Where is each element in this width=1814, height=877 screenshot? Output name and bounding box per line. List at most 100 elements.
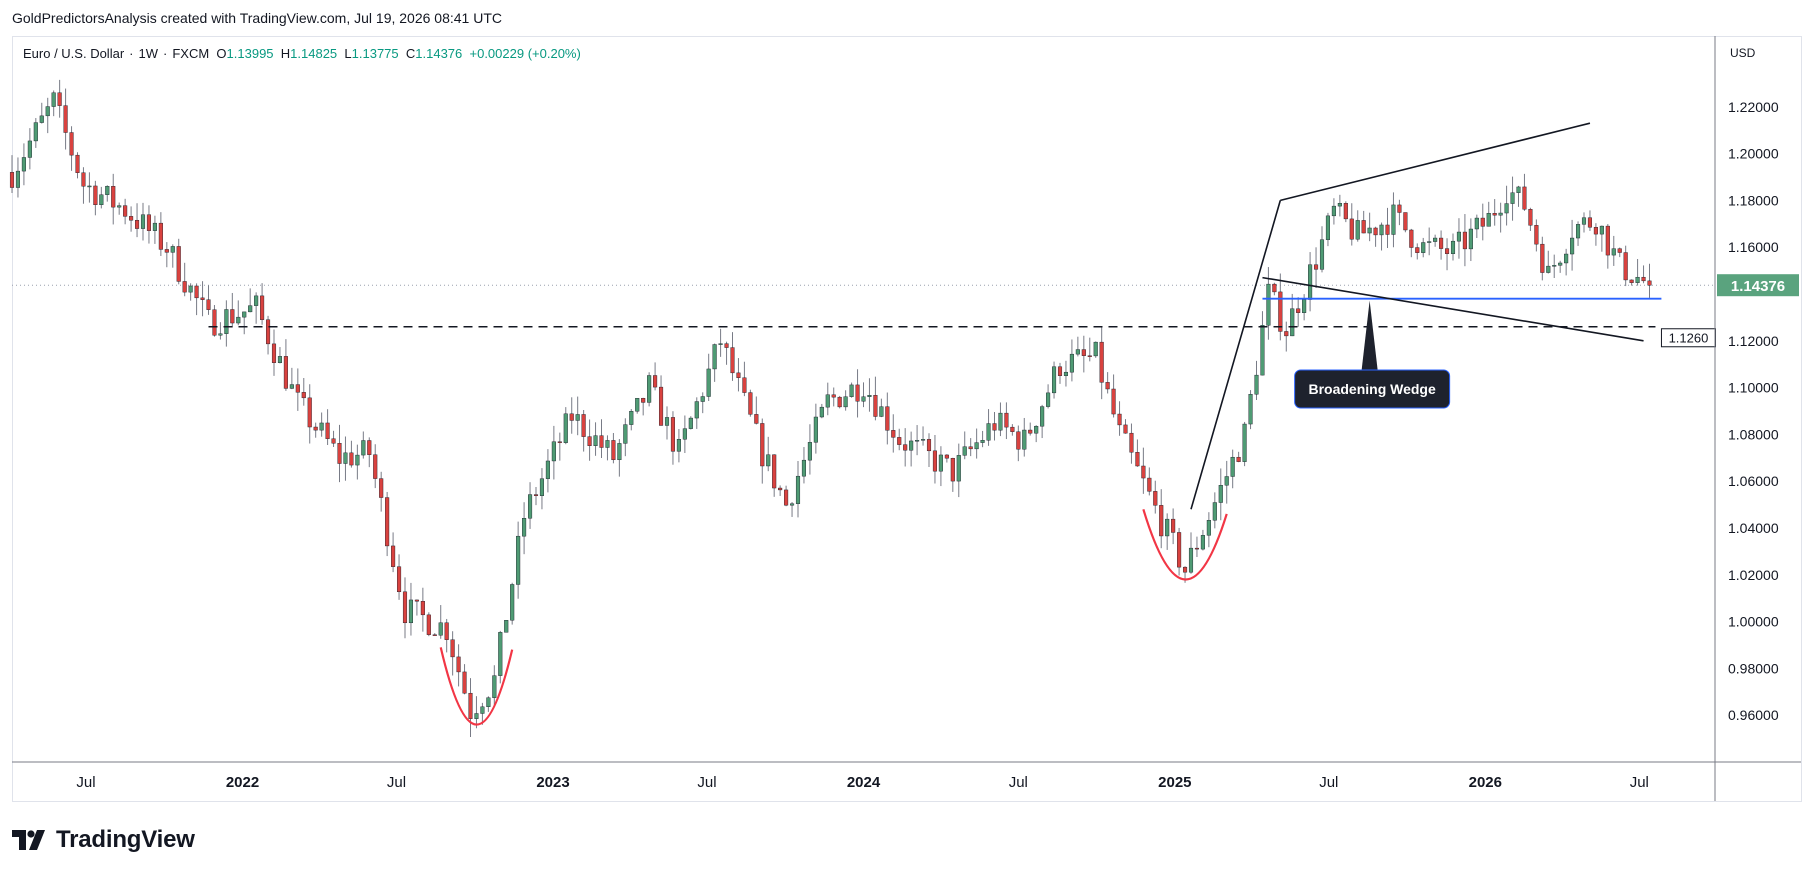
candle-down: [385, 497, 390, 547]
candle-down: [1587, 217, 1593, 228]
candle-up: [593, 435, 598, 446]
candle-up: [408, 599, 414, 624]
candle-down: [1272, 283, 1277, 293]
candle-down: [1296, 308, 1301, 313]
legend-open: 1.13995: [226, 46, 274, 61]
candle-up: [1308, 264, 1313, 300]
candle-down: [396, 566, 402, 593]
candle-down: [379, 478, 384, 498]
candle-down: [1540, 243, 1545, 273]
candle-down: [1153, 491, 1158, 506]
candle-up: [254, 295, 259, 306]
rounding-bottom-arc: [439, 647, 514, 726]
candle-down: [1182, 566, 1188, 573]
wedge-left-line: [1190, 200, 1282, 510]
candle-up: [623, 424, 628, 444]
candle-down: [200, 297, 205, 300]
candle-up: [51, 92, 56, 107]
candle-down: [599, 435, 604, 448]
candle-down: [450, 639, 455, 658]
y-tick-label: 1.08000: [1728, 426, 1779, 442]
candle-up: [1040, 406, 1045, 427]
candle-down: [295, 384, 300, 393]
axes: 1.22000 1.20000 1.18000 1.16000 1.12000 1.100…: [12, 36, 1801, 801]
candle-up: [1486, 213, 1491, 227]
candle-up: [915, 440, 920, 442]
symbol-legend[interactable]: Euro / U.S. Dollar · 1W · FXCM O1.13995 H1.1…: [23, 46, 581, 61]
candle-up: [849, 384, 854, 397]
candle-down: [784, 489, 789, 506]
candle-down: [831, 394, 836, 398]
candle-up: [718, 343, 723, 345]
candle-up: [1206, 520, 1211, 536]
candles: [9, 79, 1652, 737]
candle-up: [218, 333, 223, 336]
candle-up: [1474, 217, 1479, 230]
candle-up: [795, 475, 801, 504]
y-tick-label: 1.04000: [1728, 520, 1779, 536]
candle-down: [1177, 532, 1182, 568]
x-tick-label: Jul: [697, 774, 716, 791]
candle-down: [1105, 382, 1110, 390]
candle-up: [807, 442, 812, 461]
candle-up: [1290, 308, 1295, 337]
candle-down: [194, 285, 199, 299]
candle-down: [1284, 331, 1289, 337]
candle-up: [1266, 283, 1271, 326]
candle-down: [402, 591, 408, 624]
candle-down: [57, 92, 62, 106]
last-price-tag: [1717, 274, 1799, 297]
candle-down: [271, 343, 277, 363]
candle-up: [551, 441, 556, 462]
candle-down: [1147, 477, 1152, 492]
x-tick-label: Jul: [1009, 774, 1028, 791]
y-tick-label: 1.22000: [1728, 99, 1779, 115]
candle-down: [1004, 412, 1009, 428]
candle-down: [569, 413, 574, 421]
candle-up: [635, 397, 640, 412]
wedge-upper-line: [1280, 122, 1591, 202]
candle-down: [837, 396, 842, 408]
candle-up: [87, 185, 92, 188]
candle-down: [1373, 227, 1378, 236]
legend-close-label: C: [405, 46, 416, 61]
candle-up: [1034, 425, 1039, 434]
candle-down: [456, 656, 461, 673]
tradingview-logo[interactable]: TradingView: [12, 826, 195, 854]
y-tick-label: 1.20000: [1728, 146, 1779, 162]
candle-up: [962, 446, 967, 456]
candle-down: [1361, 220, 1366, 234]
y-tick-label: 1.18000: [1728, 192, 1779, 208]
candle-up: [27, 140, 32, 158]
candle-up: [498, 632, 503, 676]
candle-up: [1581, 217, 1587, 225]
x-tick-label: Jul: [1319, 774, 1338, 791]
candle-down: [93, 185, 98, 206]
candle-down: [658, 386, 664, 426]
candle-up: [224, 309, 229, 334]
candle-up: [1427, 241, 1432, 243]
candle-down: [1313, 264, 1319, 270]
candle-down: [992, 423, 997, 431]
candle-down: [926, 439, 932, 452]
candle-up: [343, 452, 348, 464]
currency-label[interactable]: USD: [1730, 46, 1756, 60]
candle-down: [1439, 237, 1444, 249]
candle-down: [1349, 218, 1354, 240]
candle-down: [1141, 465, 1146, 479]
candle-down: [653, 375, 658, 388]
candle-down: [897, 437, 902, 445]
legend-close: 1.14376: [415, 46, 463, 61]
candle-up: [170, 246, 175, 253]
candle-up: [474, 713, 479, 719]
candle-down: [1278, 291, 1283, 332]
candle-down: [1194, 547, 1200, 550]
candle-down: [730, 347, 735, 374]
candle-down: [283, 356, 288, 389]
candle-down: [1236, 456, 1241, 462]
candle-up: [825, 394, 830, 408]
candle-up: [986, 423, 991, 441]
candle-down: [748, 392, 753, 415]
candle-down: [736, 372, 741, 378]
